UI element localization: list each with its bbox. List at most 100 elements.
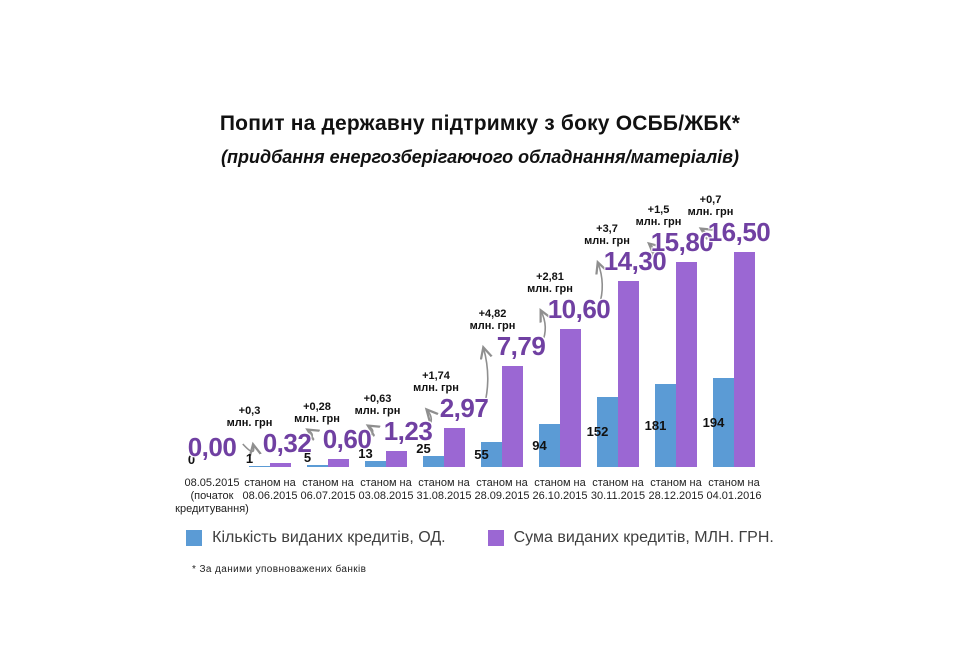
value-label-credits-count: 55 (474, 446, 489, 462)
legend-swatch-purple-icon (487, 530, 504, 546)
bar-credits-sum (560, 329, 581, 467)
x-axis-label: станом на 28.09.2015 (456, 477, 548, 503)
x-axis-label-line: 28.09.2015 (474, 490, 530, 502)
bar-credits-sum (676, 262, 697, 467)
bar-credits-count (365, 461, 386, 467)
value-label-credits-count: 5 (303, 450, 312, 465)
x-axis-label: станом на 04.01.2016 (688, 477, 780, 503)
value-label-credits-count: 152 (586, 424, 609, 439)
x-axis-label: станом на 31.08.2015 (398, 477, 490, 503)
delta-annotation-line: млн. грн (354, 405, 401, 417)
value-label-credits-sum: 14,30 (603, 246, 667, 276)
x-axis-label: станом на 30.11.2015 (572, 477, 664, 503)
bar-credits-count (423, 456, 444, 467)
delta-annotation-line: +0,28 (303, 401, 331, 413)
delta-annotation-line: млн. грн (527, 283, 573, 295)
delta-annotation-line: +3,7 (596, 223, 618, 235)
value-label-credits-count: 0 (187, 452, 196, 467)
x-axis-label-line: станом на (708, 477, 760, 489)
x-axis-label: станом на 06.07.2015 (282, 477, 374, 503)
delta-annotation-line: +0,7 (699, 194, 722, 206)
x-axis-label-line: кредитування) (175, 503, 249, 515)
value-label-credits-count: 1 (245, 451, 254, 466)
bar-credits-sum (328, 459, 349, 467)
bar-credits-count (539, 424, 560, 467)
x-axis-label: станом на 03.08.2015 (340, 477, 432, 503)
value-label-credits-sum: 0,60 (322, 424, 372, 454)
delta-annotation-line: +4,82 (478, 308, 507, 320)
bar-credits-count (307, 465, 328, 467)
x-axis-label-line: (початок (190, 490, 234, 502)
bar-credits-count (597, 397, 618, 467)
delta-annotation-line: млн. грн (294, 413, 340, 425)
x-axis-label-line: станом на (418, 477, 470, 489)
value-label-credits-sum: 15,80 (650, 227, 714, 257)
x-axis-label-line: 04.01.2016 (706, 490, 762, 502)
delta-annotation-line: +1,74 (422, 370, 450, 382)
x-axis-label-line: 08.05.2015 (184, 477, 240, 489)
chart-subtitle: (придбання енергозберігаючого обладнання… (220, 147, 740, 167)
delta-annotation-line: +0,3 (238, 405, 261, 417)
legend-item-credits-count: Кількість виданих кредитів, ОД. (186, 529, 446, 547)
value-label-credits-sum: 16,50 (707, 217, 771, 247)
x-axis-label-line: 06.07.2015 (300, 490, 356, 502)
bar-credits-count (249, 466, 270, 467)
delta-annotation: +0,7 млн. грн (663, 194, 759, 218)
x-axis-label-line: станом на (650, 477, 702, 489)
legend-label-credits-count: Кількість виданих кредитів, ОД. (212, 529, 446, 546)
value-label-credits-count: 181 (644, 417, 667, 433)
bar-credits-count (713, 378, 734, 467)
value-label-credits-sum: 2,97 (439, 393, 489, 423)
delta-annotation: +4,82 млн. грн (445, 308, 541, 332)
delta-annotation-line: млн. грн (469, 320, 516, 332)
value-label-credits-count: 13 (358, 446, 373, 461)
x-axis-label: 08.05.2015 (початок кредитування) (166, 477, 258, 516)
legend-item-credits-sum: Сума виданих кредитів, МЛН. ГРН. (487, 529, 774, 547)
x-axis-label-line: 26.10.2015 (532, 490, 588, 502)
delta-annotation: +2,81 млн. грн (502, 271, 598, 295)
value-label-credits-sum: 1,23 (383, 416, 433, 446)
bar-credits-sum (734, 252, 755, 467)
x-axis-label-line: станом на (534, 477, 586, 489)
bar-credits-sum (386, 451, 407, 467)
chart-title: Попит на державну підтримку з боку ОСББ/… (219, 112, 741, 135)
value-label-credits-sum: 10,60 (547, 294, 611, 324)
bar-credits-count (655, 384, 676, 467)
bar-credits-sum (270, 463, 291, 467)
delta-annotation-line: +0,63 (363, 393, 392, 405)
delta-annotation: +3,7 млн. грн (559, 223, 655, 247)
value-label-credits-sum: 7,79 (496, 331, 546, 361)
legend-label-credits-sum: Сума виданих кредитів, МЛН. ГРН. (513, 529, 774, 546)
x-axis-label-line: станом на (592, 477, 644, 489)
x-axis-label-line: 03.08.2015 (358, 490, 414, 502)
value-label-credits-count: 25 (416, 441, 431, 456)
legend-swatch-blue-icon (186, 530, 203, 546)
value-label-credits-count: 194 (702, 414, 725, 430)
x-axis-label: станом на 28.12.2015 (630, 477, 722, 503)
delta-annotation: +0,63 млн. грн (330, 393, 426, 417)
delta-annotation-line: +1,5 (647, 204, 670, 216)
x-axis-label-line: 08.06.2015 (242, 490, 298, 502)
delta-annotation-line: млн. грн (226, 417, 273, 429)
delta-annotation-line: млн. грн (584, 235, 630, 247)
legend: Кількість виданих кредитів, ОД. Сума вид… (0, 529, 960, 547)
x-axis-label-line: 30.11.2015 (590, 490, 646, 502)
bar-credits-sum (618, 281, 639, 467)
bar-credits-sum (502, 366, 523, 467)
delta-annotation-line: млн. грн (687, 206, 734, 218)
delta-annotation-line: млн. грн (413, 382, 459, 394)
x-axis-label-line: станом на (244, 477, 296, 489)
delta-annotation: +1,74 млн. грн (388, 370, 484, 394)
value-label-credits-sum: 0,32 (262, 428, 312, 458)
value-label-credits-count: 94 (532, 437, 547, 453)
delta-annotation-line: +2,81 (536, 271, 564, 283)
x-axis-label-line: 31.08.2015 (416, 490, 472, 502)
delta-annotation: +0,3 млн. грн (202, 405, 298, 429)
x-axis-label-line: 28.12.2015 (648, 490, 704, 502)
x-axis-label: станом на 08.06.2015 (224, 477, 316, 503)
delta-annotation: +0,28 млн. грн (269, 401, 365, 425)
delta-annotation-line: млн. грн (635, 216, 682, 228)
x-axis-label-line: станом на (360, 477, 412, 489)
value-label-credits-sum: 0,00 (187, 432, 237, 462)
